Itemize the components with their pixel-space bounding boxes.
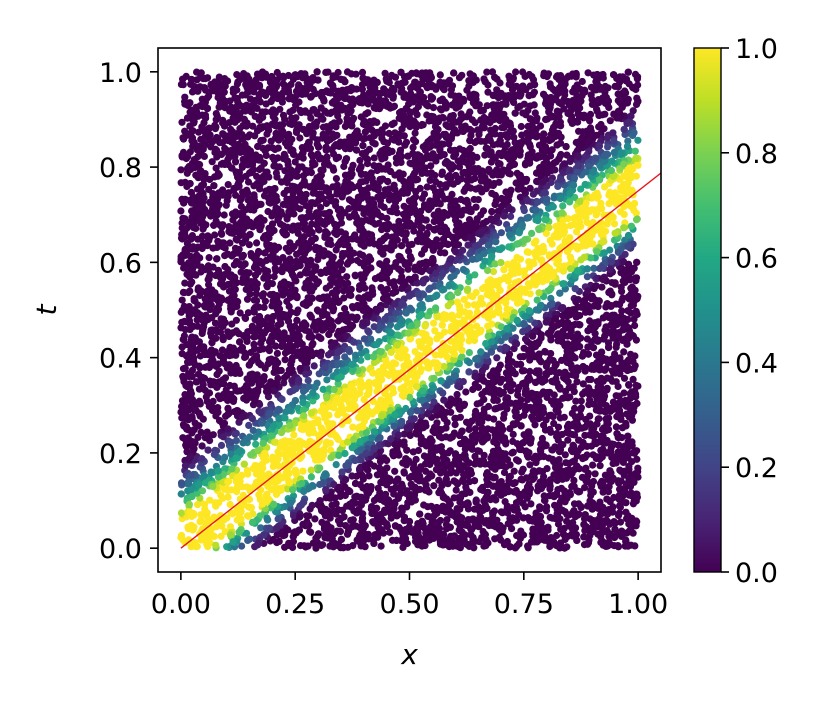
data-point <box>197 69 205 77</box>
data-point <box>477 294 485 302</box>
data-point <box>510 467 518 475</box>
data-point <box>445 172 454 180</box>
data-point <box>287 80 295 89</box>
data-point <box>565 384 573 392</box>
data-point <box>305 512 313 520</box>
data-point <box>205 254 213 262</box>
data-point <box>564 436 572 444</box>
data-point <box>351 493 359 501</box>
data-point <box>440 86 448 94</box>
data-point <box>226 500 234 509</box>
data-point <box>457 354 465 362</box>
data-point <box>500 468 509 477</box>
data-point <box>341 353 349 361</box>
data-point <box>507 212 515 220</box>
data-point <box>307 528 315 536</box>
data-point <box>604 143 612 151</box>
data-point <box>208 158 216 166</box>
data-point <box>441 249 449 257</box>
data-point <box>632 172 640 180</box>
data-point <box>420 501 428 509</box>
data-point <box>436 71 444 79</box>
data-point <box>513 532 521 540</box>
data-point <box>409 448 417 456</box>
data-point <box>395 375 403 383</box>
data-point <box>609 129 617 137</box>
data-point <box>610 220 619 228</box>
data-point <box>343 273 351 281</box>
data-point <box>411 348 419 356</box>
data-point <box>377 284 385 292</box>
data-point <box>273 349 281 357</box>
data-point <box>334 112 342 120</box>
data-point <box>386 528 394 536</box>
data-point <box>589 461 597 469</box>
data-point <box>523 396 532 404</box>
data-point <box>462 388 470 396</box>
data-point <box>298 255 306 264</box>
scatter-points <box>177 68 642 552</box>
data-point <box>405 247 413 255</box>
data-point <box>570 476 578 484</box>
data-point <box>426 176 434 184</box>
data-point <box>431 327 439 335</box>
data-point <box>230 292 238 300</box>
data-point <box>452 486 460 494</box>
data-point <box>563 517 571 525</box>
data-point <box>307 92 316 100</box>
data-point <box>471 425 480 433</box>
data-point <box>484 402 493 411</box>
data-point <box>483 68 491 76</box>
data-point <box>423 111 431 119</box>
data-point <box>459 265 467 274</box>
data-point <box>323 376 331 384</box>
data-point <box>603 134 612 142</box>
data-point <box>458 71 466 79</box>
data-point <box>603 384 611 392</box>
data-point <box>212 164 220 172</box>
data-point <box>450 272 458 280</box>
data-point <box>590 264 598 272</box>
data-point <box>584 69 592 77</box>
data-point <box>463 196 471 204</box>
data-point <box>245 241 253 249</box>
data-point <box>181 279 189 287</box>
data-point <box>497 229 505 237</box>
data-point <box>231 285 239 293</box>
data-point <box>587 486 595 495</box>
data-point <box>612 343 620 351</box>
data-point <box>583 335 592 343</box>
data-point <box>257 524 265 532</box>
data-point <box>409 143 417 151</box>
data-point <box>385 129 393 137</box>
data-point <box>629 375 637 383</box>
data-point <box>509 430 517 438</box>
data-point <box>371 275 379 283</box>
data-point <box>227 486 235 494</box>
data-point <box>356 156 364 165</box>
data-point <box>236 309 244 317</box>
data-point <box>418 412 426 420</box>
data-point <box>225 287 234 295</box>
data-point <box>381 69 389 77</box>
data-point <box>419 121 427 129</box>
data-point <box>465 359 473 367</box>
data-point <box>367 335 375 343</box>
data-point <box>606 117 614 125</box>
data-point <box>591 470 599 478</box>
data-point <box>201 386 209 395</box>
data-point <box>195 128 203 136</box>
data-point <box>493 354 501 362</box>
data-point <box>517 122 525 131</box>
data-point <box>217 441 226 449</box>
data-point <box>479 106 487 114</box>
data-point <box>583 273 592 281</box>
data-point <box>178 296 186 304</box>
data-point <box>451 421 459 429</box>
data-point <box>199 415 207 423</box>
data-point <box>226 239 234 247</box>
